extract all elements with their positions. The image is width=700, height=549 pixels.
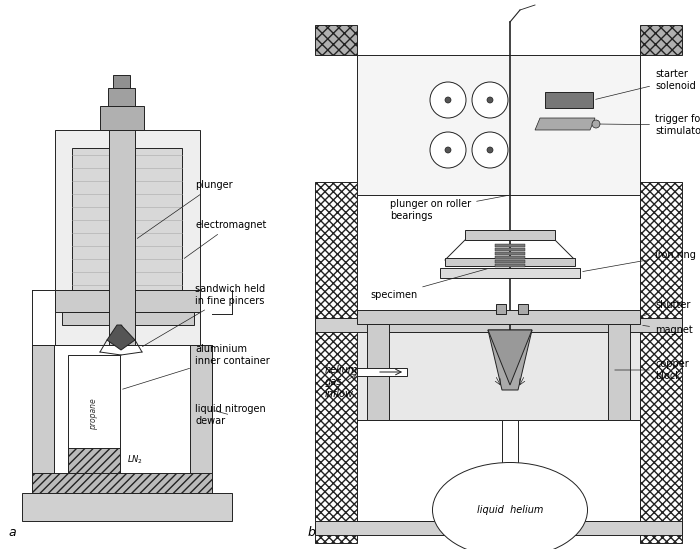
Text: plunger: plunger [137, 180, 232, 238]
Bar [68, 355, 120, 473]
Bar [545, 92, 593, 108]
Bar [640, 25, 682, 55]
Text: helium
gas
inflow: helium gas inflow [325, 366, 358, 399]
Circle shape [472, 82, 508, 118]
Text: plunger on roller
bearings: plunger on roller bearings [390, 195, 508, 221]
Bar [495, 244, 525, 247]
Polygon shape [107, 325, 135, 350]
Bar [315, 521, 682, 535]
Circle shape [592, 120, 600, 128]
Bar [608, 324, 630, 420]
Bar [445, 258, 575, 266]
Circle shape [430, 82, 466, 118]
Bar [502, 420, 518, 500]
Bar [68, 448, 120, 473]
Bar [495, 252, 525, 255]
Text: shutter: shutter [643, 300, 690, 316]
Text: magnet: magnet [643, 325, 693, 335]
Bar [108, 88, 135, 106]
Bar [100, 106, 144, 130]
Bar [496, 304, 506, 314]
Text: $LN_2$: $LN_2$ [127, 454, 143, 466]
Bar [55, 130, 200, 345]
Bar [190, 345, 212, 493]
Circle shape [445, 147, 451, 153]
Ellipse shape [433, 462, 587, 549]
Bar [32, 345, 54, 493]
Bar [315, 25, 357, 55]
Bar [109, 130, 135, 345]
Bar [367, 324, 389, 420]
Bar [357, 55, 640, 195]
Text: liquid nitrogen
dewar: liquid nitrogen dewar [195, 404, 266, 426]
Bar [32, 345, 212, 493]
Bar [62, 312, 194, 325]
Bar [357, 310, 640, 324]
Text: iron ring: iron ring [582, 250, 696, 272]
Bar [357, 324, 640, 420]
Bar [495, 248, 525, 251]
Bar [357, 420, 640, 521]
Polygon shape [488, 330, 532, 385]
Text: aluminium
inner container: aluminium inner container [122, 344, 270, 389]
Bar [315, 318, 682, 332]
Bar [440, 268, 580, 278]
Text: copper
block: copper block [615, 359, 689, 381]
Circle shape [472, 132, 508, 168]
Text: liquid  helium: liquid helium [477, 505, 543, 515]
Bar [495, 256, 525, 259]
Polygon shape [488, 330, 532, 390]
Bar [518, 304, 528, 314]
Bar [357, 368, 407, 376]
Bar [315, 182, 357, 543]
Bar [72, 148, 182, 323]
Bar [55, 290, 200, 312]
Bar [495, 264, 525, 267]
Text: b: b [308, 526, 316, 540]
Circle shape [430, 132, 466, 168]
Bar [32, 473, 212, 493]
Text: sandwich held
in fine pincers: sandwich held in fine pincers [142, 284, 265, 346]
Bar [495, 260, 525, 263]
Text: starter
solenoid: starter solenoid [596, 69, 696, 99]
Text: specimen: specimen [370, 269, 487, 300]
Text: electromagnet: electromagnet [184, 220, 267, 259]
Text: trigger for
stimulator: trigger for stimulator [600, 114, 700, 136]
Circle shape [487, 147, 493, 153]
Circle shape [487, 97, 493, 103]
Circle shape [445, 97, 451, 103]
Bar [465, 230, 555, 240]
Bar [22, 493, 232, 521]
Bar [640, 182, 682, 543]
Polygon shape [535, 118, 595, 130]
Text: a: a [8, 526, 15, 540]
Bar [113, 75, 130, 88]
Text: propane: propane [90, 398, 99, 430]
